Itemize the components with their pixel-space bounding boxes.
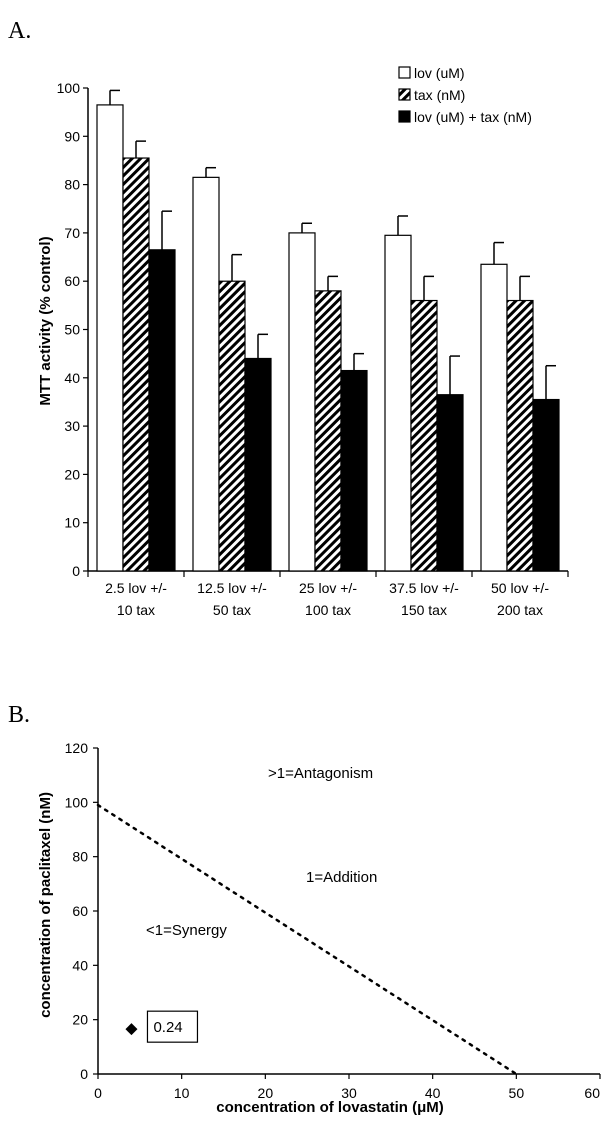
category-label: 50 lov +/- [491,580,549,596]
point-label: 0.24 [153,1019,182,1036]
panel-a-y-tick-label: 10 [64,515,80,531]
point-label-box [146,1010,199,1043]
legend-swatch-2 [398,88,411,101]
panel-b-y-tick-label: 0 [80,1066,88,1082]
bar-2-4 [410,299,438,572]
category-label: 10 tax [117,602,155,618]
panel-b-y-tick-label: 20 [72,1012,88,1028]
bar-3-4 [436,394,464,572]
category-label: 100 tax [305,602,351,618]
bar-2-2 [218,280,246,572]
panel-b-isobologram: B. concentration of paclitaxel (nM) conc… [8,702,601,1116]
bar-2-3 [314,290,342,572]
category-label: 37.5 lov +/- [389,580,459,596]
bar-1-1 [96,104,124,572]
bar-3-2 [244,357,272,572]
panel-a-axes: 0 10 20 30 40 50 60 70 80 90 100 [57,80,569,579]
panel-a-y-tick-label: 70 [64,225,80,241]
category-label: 200 tax [497,602,543,618]
bar-1-4 [384,234,412,572]
panel-b-y-tick-label: 100 [65,794,89,810]
bar-3-1 [148,249,176,572]
panel-a-y-tick-label: 90 [64,128,80,144]
panel-a-category-labels: 2.5 lov +/- 10 tax 12.5 lov +/- 50 tax 25 lo… [105,580,549,618]
bar-1-5 [480,263,508,572]
addition-label: 1=Addition [306,869,377,886]
panel-a-y-tick-label: 60 [64,273,80,289]
panel-b-y-tick-label: 40 [72,957,88,973]
panel-b-axes: 0 20 40 60 80 100 120 0 10 20 30 40 50 60 [65,740,601,1101]
legend-swatch-1 [398,66,411,79]
category-label: 2.5 lov +/- [105,580,167,596]
panel-b-plot: 0.24 [96,803,518,1076]
bar-3-5 [532,398,560,572]
panel-a-y-tick-label: 50 [64,322,80,338]
panel-a-bars [96,89,560,572]
panel-b-x-tick-label: 20 [258,1085,274,1101]
panel-b-y-tick-label: 60 [72,903,88,919]
panel-b-y-tick-label: 80 [72,849,88,865]
synergy-label: <1=Synergy [146,922,227,939]
category-label: 25 lov +/- [299,580,357,596]
panel-a-legend: lov (uM) tax (nM) lov (uM) + tax (nM) [398,65,532,125]
panel-b-letter: B. [8,702,30,728]
panel-b-x-tick-label: 50 [509,1085,525,1101]
additivity-line [96,803,518,1076]
bar-1-2 [192,176,220,572]
category-label: 150 tax [401,602,447,618]
panel-b-y-axis-title: concentration of paclitaxel (nM) [37,792,54,1018]
panel-b-x-tick-label: 30 [341,1085,357,1101]
panel-a-y-tick-label: 20 [64,466,80,482]
panel-b-x-axis-title: concentration of lovastatin (μM) [216,1099,444,1116]
panel-a-y-axis-title: MTT activity (% control) [37,236,54,405]
legend-label-2: tax (nM) [414,87,465,103]
panel-b-x-tick-label: 40 [425,1085,441,1101]
panel-a-y-tick-label: 30 [64,418,80,434]
panel-a-letter: A. [8,18,31,44]
panel-b-y-tick-label: 120 [65,740,89,756]
bar-1-3 [288,232,316,572]
legend-swatch-3 [398,110,411,123]
panel-a-y-tick-label: 100 [57,80,81,96]
category-label: 50 tax [213,602,251,618]
legend-label-3: lov (uM) + tax (nM) [414,109,532,125]
antagonism-label: >1=Antagonism [268,765,373,782]
legend-label-1: lov (uM) [414,65,465,81]
data-point-diamond [125,1023,138,1036]
panel-b-x-tick-label: 0 [94,1085,102,1101]
bar-3-3 [340,369,368,572]
category-label: 12.5 lov +/- [197,580,267,596]
panel-a-y-tick-label: 80 [64,177,80,193]
panel-b-x-tick-label: 10 [174,1085,190,1101]
panel-a-bar-chart: A. MTT activity (% control) 0 10 20 30 40 50 6… [8,18,569,618]
panel-a-y-tick-label: 40 [64,370,80,386]
bar-2-1 [122,157,150,572]
bar-2-5 [506,299,534,572]
panel-a-y-tick-label: 0 [72,563,80,579]
panel-b-x-tick-label: 60 [584,1085,600,1101]
